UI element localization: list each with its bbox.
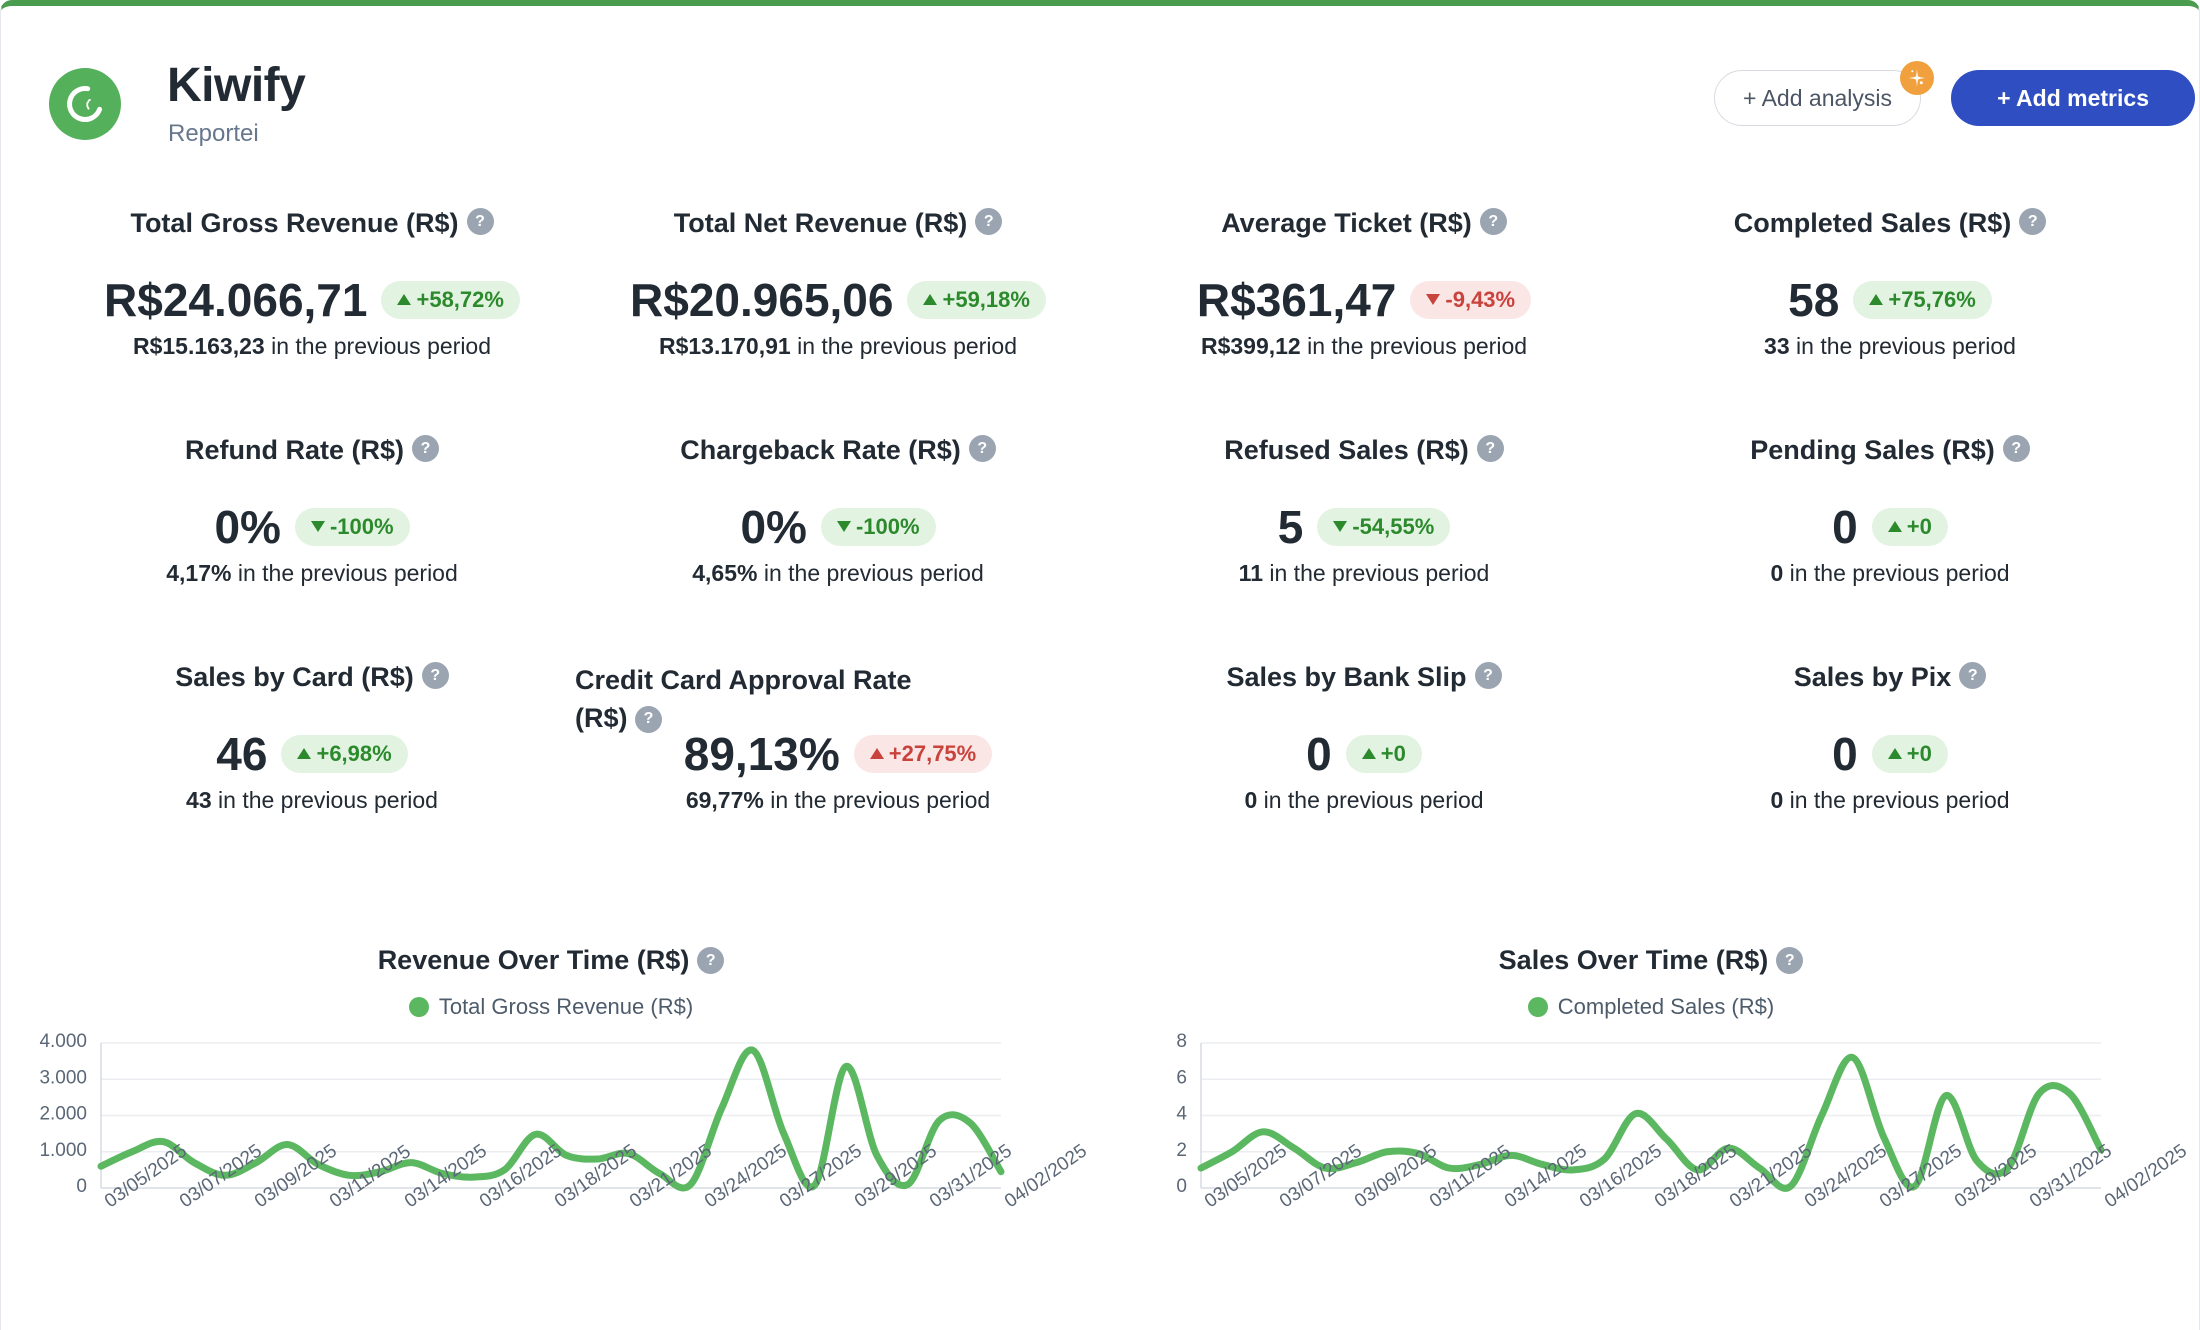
svg-text:3.000: 3.000 [39,1067,87,1088]
svg-text:4: 4 [1176,1104,1187,1125]
svg-text:8: 8 [1176,1031,1187,1052]
svg-text:2.000: 2.000 [39,1104,87,1125]
svg-text:0: 0 [76,1176,87,1197]
svg-text:0: 0 [1176,1176,1187,1197]
svg-text:2: 2 [1176,1140,1187,1161]
svg-text:4.000: 4.000 [39,1031,87,1052]
svg-text:6: 6 [1176,1067,1187,1088]
svg-text:1.000: 1.000 [39,1140,87,1161]
